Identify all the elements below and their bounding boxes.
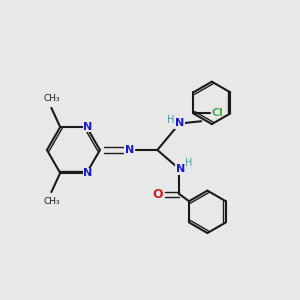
Text: N: N — [176, 164, 185, 174]
Text: O: O — [153, 188, 163, 201]
Text: CH₃: CH₃ — [43, 94, 60, 103]
Text: CH₃: CH₃ — [43, 196, 60, 206]
Text: N: N — [125, 145, 134, 155]
Text: N: N — [83, 122, 92, 132]
Text: Cl: Cl — [211, 109, 223, 118]
Text: N: N — [175, 118, 184, 128]
Text: H: H — [167, 115, 174, 125]
Text: H: H — [184, 158, 192, 168]
Text: N: N — [83, 168, 92, 178]
